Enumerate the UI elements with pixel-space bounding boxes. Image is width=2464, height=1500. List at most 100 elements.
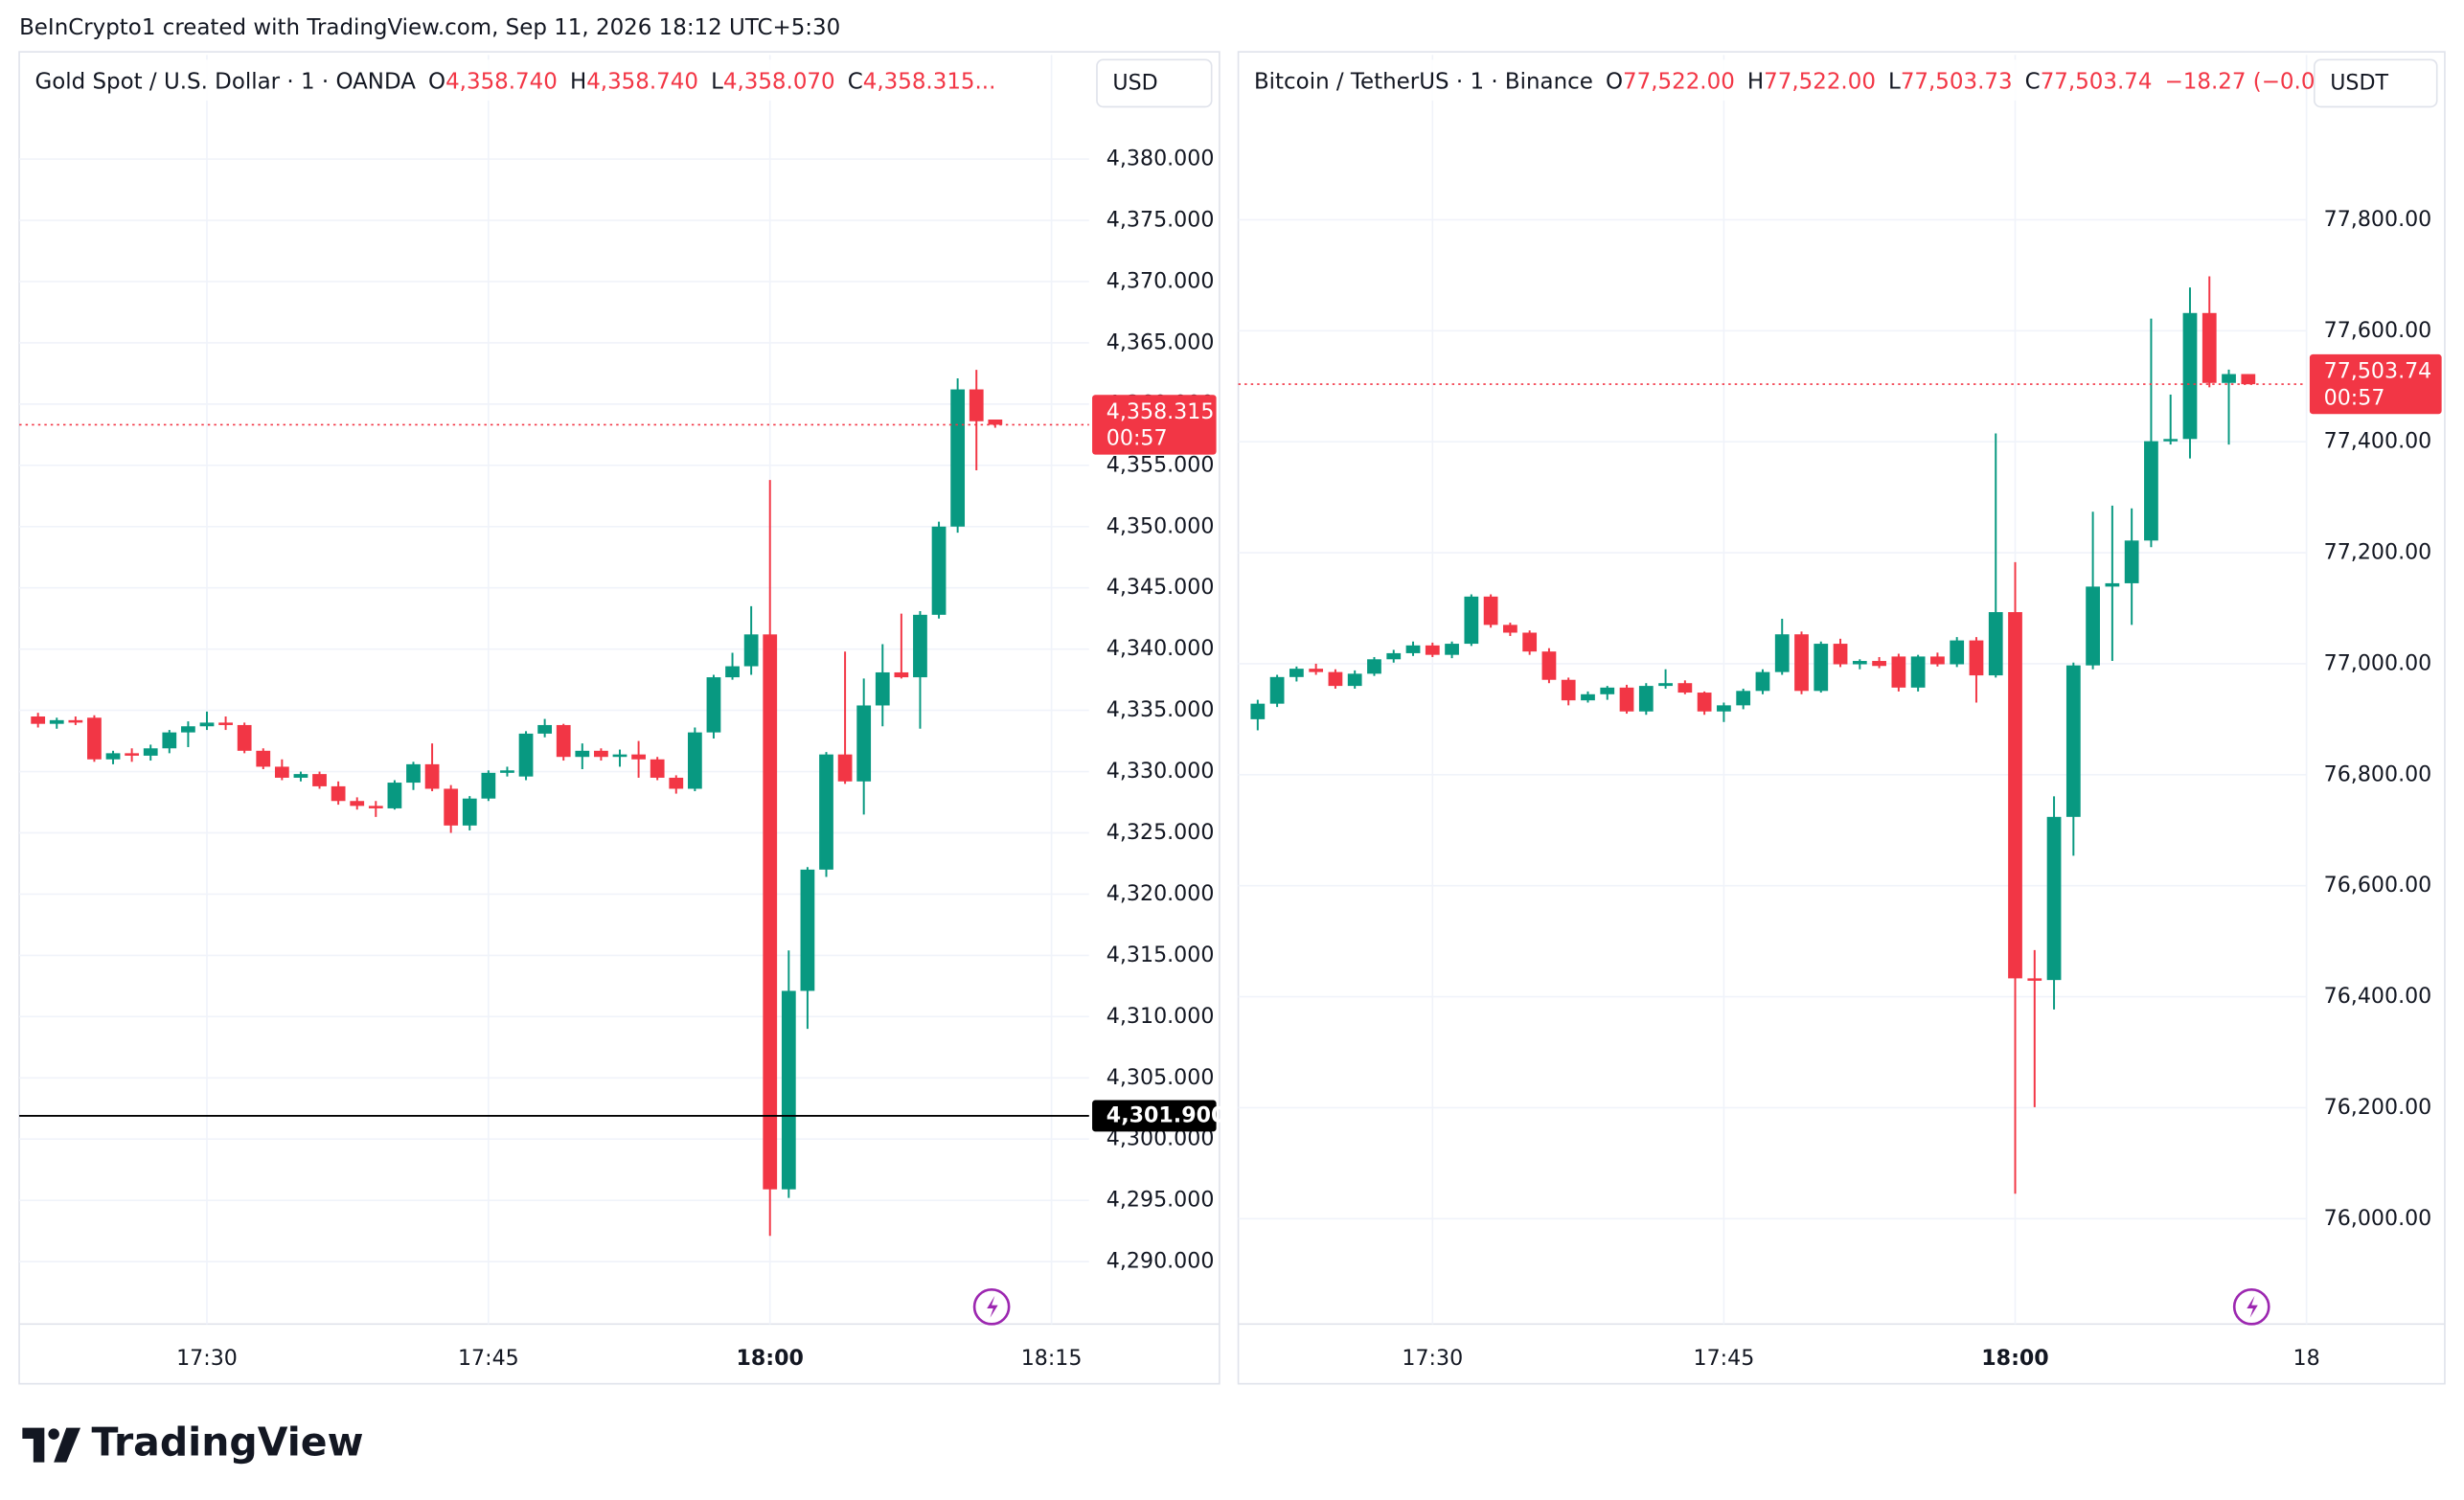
y-tick-label: 4,340.000: [1107, 636, 1215, 661]
candle-body: [87, 717, 102, 760]
candle-body: [1755, 671, 1770, 692]
candle-body: [687, 732, 702, 789]
ohlc-key: O: [428, 69, 445, 94]
candle-body: [669, 777, 684, 789]
candle-body: [218, 722, 233, 725]
candle-body: [500, 770, 514, 773]
candle-body: [594, 750, 608, 758]
candle-body: [1522, 632, 1538, 652]
y-tick-label: 76,000.00: [2324, 1206, 2432, 1231]
x-tick-label: 18:00: [1981, 1346, 2048, 1371]
candle-body: [2124, 540, 2139, 583]
candle-body: [2065, 665, 2081, 817]
candle-body: [293, 774, 308, 778]
candle-body: [1347, 673, 1362, 687]
candle-body: [2027, 978, 2042, 981]
chart-header: Bitcoin / TetherUS · 1 · Binance O77,522.…: [1254, 69, 2359, 94]
x-tick-label: 18: [2293, 1346, 2320, 1371]
candle-body: [1405, 645, 1421, 653]
candle-body: [481, 772, 496, 799]
candle-body: [1794, 634, 1809, 692]
ohlc-value: 4,358.070: [723, 69, 835, 94]
y-tick-label: 77,400.00: [2324, 429, 2432, 454]
alert-icon: [972, 1287, 1011, 1326]
candle-body: [837, 754, 853, 782]
candle-body: [856, 705, 872, 782]
candle-body: [1717, 705, 1731, 712]
ohlc-key: L: [1888, 69, 1901, 94]
candle-body: [2046, 816, 2062, 981]
candle-body: [2182, 312, 2198, 440]
x-tick-label: 17:45: [458, 1346, 519, 1371]
price-line-label: 4,301.900: [1107, 1102, 1226, 1127]
candle-body: [1872, 661, 1886, 667]
alert-icon-bolt: [2247, 1295, 2258, 1318]
candle-body: [2144, 441, 2158, 541]
candle-body: [1910, 656, 1926, 688]
candle-body: [1561, 679, 1576, 701]
header-background: [22, 59, 1030, 101]
candle-body: [1386, 652, 1402, 660]
candle-body: [1503, 625, 1517, 633]
candle-body: [1619, 687, 1634, 712]
candle-body: [969, 389, 984, 421]
candle-body: [1697, 693, 1712, 712]
candle-body: [950, 389, 966, 527]
y-tick-label: 4,320.000: [1107, 881, 1215, 906]
candle-body: [1774, 634, 1790, 672]
ohlc-key: H: [570, 69, 586, 94]
ohlc-key: H: [1747, 69, 1764, 94]
candle-body: [1483, 596, 1498, 625]
panel-border: [1237, 51, 2446, 1385]
x-tick-label: 17:30: [1402, 1346, 1463, 1371]
panel-border: [18, 51, 1221, 1385]
candle-body: [125, 753, 140, 756]
candle-body: [68, 719, 83, 723]
alert-icon-bolt: [987, 1295, 998, 1318]
candle-body: [1600, 687, 1615, 694]
candle-body: [31, 716, 46, 724]
last-price-box: [2309, 353, 2442, 415]
candle-body: [1541, 651, 1557, 680]
candle-body: [256, 750, 271, 767]
candle-body: [537, 724, 553, 734]
candle-body: [1250, 703, 1266, 719]
logo-shape: [48, 1428, 59, 1440]
ohlc-value: 4,358.740: [586, 69, 698, 94]
candle-body: [2241, 374, 2256, 385]
candle-body: [143, 748, 158, 756]
ohlc-value: 77,522.00: [1764, 69, 1876, 94]
logo-shape: [54, 1427, 81, 1463]
candle-body: [2222, 374, 2236, 383]
candle-body: [781, 990, 796, 1190]
currency-box: [2313, 58, 2438, 108]
chart-title: Bitcoin / TetherUS · 1 · Binance: [1254, 69, 1593, 94]
candle-body: [1677, 683, 1693, 693]
candle-body: [518, 733, 534, 777]
candle-body: [2163, 439, 2179, 442]
candle-body: [199, 722, 215, 727]
y-tick-label: 77,800.00: [2324, 207, 2432, 232]
last-price-label: 4,358.315: [1107, 399, 1215, 424]
candle-body: [819, 754, 833, 870]
price-line-box: [1092, 1100, 1217, 1132]
countdown-label: 00:57: [1107, 426, 1168, 451]
currency-box: [1096, 58, 1213, 108]
candle-body: [368, 806, 383, 808]
candle-body: [331, 785, 346, 802]
candle-body: [312, 774, 327, 786]
candle-body: [181, 726, 195, 733]
candle-body: [162, 732, 177, 749]
candle-body: [1950, 640, 1965, 665]
candle-body: [556, 724, 571, 758]
logo-mark: [22, 1427, 81, 1463]
chart-title: Gold Spot / U.S. Dollar · 1 · OANDA: [34, 69, 416, 94]
candle-body: [1638, 686, 1654, 712]
ohlc-value: 77,503.73: [1901, 69, 2013, 94]
candle-body: [1445, 644, 1459, 655]
y-tick-label: 76,800.00: [2324, 761, 2432, 786]
candle-body: [424, 763, 440, 789]
ohlc-value: 77,503.74: [2041, 69, 2153, 94]
last-price-box: [1092, 395, 1217, 455]
